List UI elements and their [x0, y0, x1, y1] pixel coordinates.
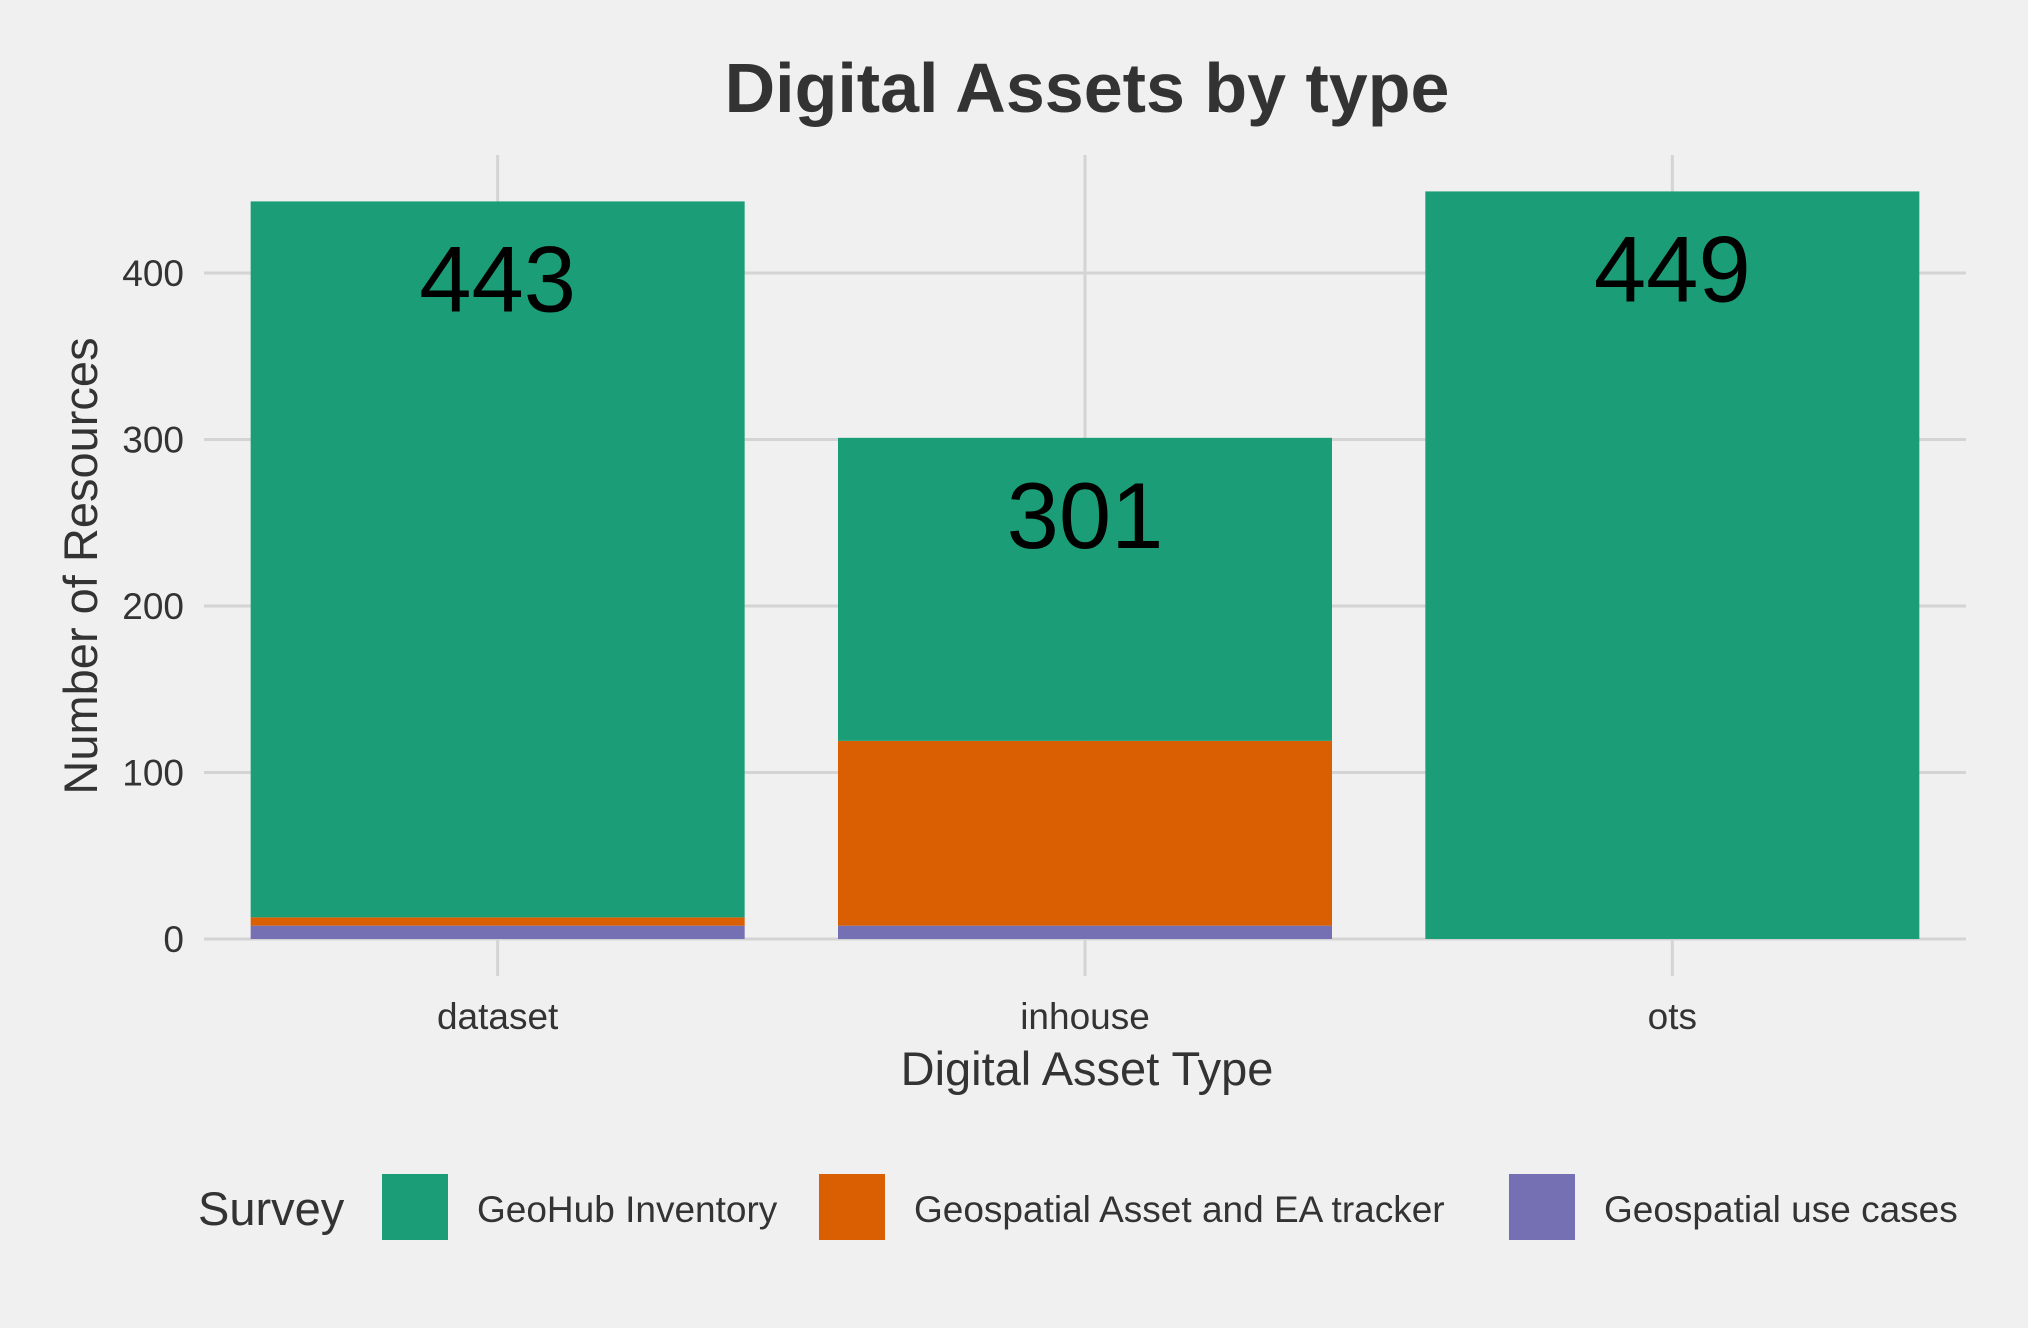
x-axis-title: Digital Asset Type [901, 1042, 1274, 1095]
bar-segment [838, 740, 1332, 926]
legend-label: GeoHub Inventory [477, 1189, 778, 1230]
data-labels: 443 301 449 [419, 216, 1751, 567]
bar-segment [838, 925, 1332, 939]
x-tick-label: inhouse [1020, 996, 1150, 1037]
legend: Survey GeoHub Inventory Geospatial Asset … [198, 1174, 1958, 1240]
bars [250, 191, 1920, 940]
y-axis-title: Number of Resources [54, 337, 107, 794]
bar-segment [250, 201, 745, 918]
bar-total-label: 443 [419, 226, 576, 331]
y-tick-label: 0 [163, 919, 184, 960]
y-tick-label: 400 [122, 253, 184, 294]
legend-label: Geospatial use cases [1604, 1189, 1958, 1230]
x-tick-label: ots [1648, 996, 1697, 1037]
y-tick-label: 200 [122, 586, 184, 627]
legend-swatch [1509, 1174, 1575, 1240]
bar-total-label: 301 [1007, 463, 1164, 568]
legend-title: Survey [198, 1182, 345, 1235]
bar-segment [250, 917, 745, 926]
legend-label: Geospatial Asset and EA tracker [914, 1189, 1445, 1230]
bar-segment [250, 925, 745, 939]
chart-title: Digital Assets by type [725, 49, 1450, 127]
bar-segment [1425, 191, 1920, 940]
bar-total-label: 449 [1594, 216, 1751, 321]
x-tick-label: dataset [437, 996, 559, 1037]
axes: 0 100 200 300 400 dataset inhouse ots [122, 253, 1697, 1037]
y-tick-label: 300 [122, 420, 184, 461]
legend-swatch [382, 1174, 448, 1240]
y-tick-label: 100 [122, 753, 184, 794]
bar-segment [838, 437, 1332, 741]
legend-swatch [819, 1174, 885, 1240]
